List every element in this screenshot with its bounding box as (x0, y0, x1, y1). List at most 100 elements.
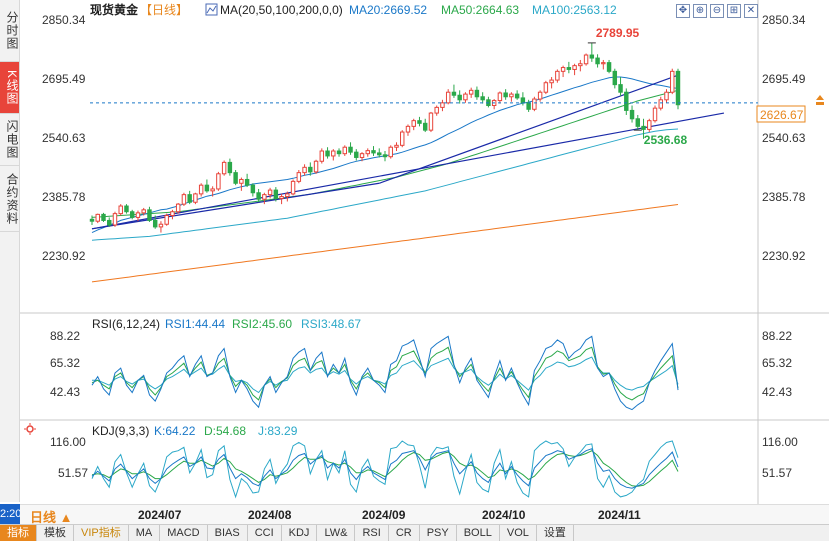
candle-body (308, 166, 313, 173)
candle-body (647, 120, 652, 130)
candle-body (216, 173, 221, 190)
trendlines[interactable] (91, 74, 725, 230)
candle-body (514, 93, 520, 99)
kdj-tick-left-1: 116.00 (50, 435, 86, 449)
candle-body (164, 215, 169, 225)
candle-body (377, 152, 382, 156)
candle-body (348, 146, 353, 153)
rsi-tick-left-2: 65.32 (50, 356, 80, 370)
tab-5[interactable]: BIAS (208, 525, 248, 541)
candle-body (635, 118, 641, 127)
trendline-2 (91, 112, 725, 230)
y-tick-left-1: 2850.34 (42, 13, 86, 27)
candle-body (664, 91, 669, 101)
candle-body (221, 161, 227, 175)
ma200-path (91, 204, 679, 283)
kdj-label: KDJ(9,3,3) (92, 424, 149, 438)
candle-body (124, 205, 129, 213)
chart-toolbar: ✥ ⊕ ⊖ ⊞ ✕ (676, 2, 761, 18)
candle-body (555, 70, 560, 81)
candle-body (612, 70, 618, 86)
candle-body (658, 99, 663, 109)
candle-body (578, 63, 583, 67)
candle-body (239, 178, 244, 184)
candle-body (457, 94, 462, 101)
candle-body (537, 91, 543, 100)
kdj-d-path (91, 450, 679, 487)
kdj-j-path (91, 440, 679, 499)
candle-body (520, 97, 526, 104)
candle-body (129, 211, 135, 218)
tab-13[interactable]: VOL (500, 525, 537, 541)
instrument-name: 现货黄金 (90, 2, 139, 17)
candle-body (256, 192, 261, 200)
ma50-value: MA50:2664.63 (441, 3, 519, 17)
chart-canvas[interactable]: 现货黄金 【日线】 MA(20,50,100,200,0,0) MA20:266… (20, 0, 829, 504)
high-price-label: 2789.95 (596, 26, 640, 40)
x-axis-bar: 日线 ▲ 2024/07 2024/08 2024/09 2024/10 202… (20, 504, 829, 525)
zoom-out-icon[interactable]: ⊖ (710, 4, 724, 18)
candlesticks (89, 42, 681, 233)
tab-2[interactable]: VIP指标 (74, 525, 129, 541)
candle-body (147, 209, 152, 221)
candle-body (342, 146, 348, 155)
candle-body (394, 144, 399, 148)
candle-body (170, 211, 175, 217)
candle-body (158, 223, 164, 228)
rsi-lines (91, 335, 679, 411)
candle-body (670, 70, 675, 93)
period-selector[interactable]: 日线 ▲ (30, 510, 73, 525)
candle-body (440, 102, 445, 108)
x-label-2024-08: 2024/08 (248, 508, 292, 522)
tab-kline[interactable]: K线图 (0, 62, 19, 114)
y-tick-left-5: 2230.92 (42, 249, 86, 263)
tab-1[interactable]: 模板 (37, 525, 74, 541)
tab-6[interactable]: CCI (248, 525, 282, 541)
candle-body (152, 219, 158, 228)
candle-body (503, 92, 508, 98)
tab-timeshare[interactable]: 分时图 (0, 0, 19, 62)
ma100-value: MA100:2563.12 (532, 3, 617, 17)
tab-flash-chart[interactable]: 闪电图 (0, 114, 19, 166)
close-icon[interactable]: ✕ (744, 4, 758, 18)
candle-body (141, 209, 146, 214)
candle-body (566, 67, 572, 70)
price-arrow-icon-base (816, 102, 824, 105)
x-label-2024-10: 2024/10 (482, 508, 526, 522)
ma50-path (91, 89, 679, 218)
tab-14[interactable]: 设置 (537, 525, 574, 541)
period-tag: 【日线】 (140, 3, 188, 17)
candle-body (273, 189, 279, 199)
candle-body (244, 178, 250, 186)
tab-8[interactable]: LW& (317, 525, 356, 541)
candle-body (118, 205, 123, 215)
zoom-in-icon[interactable]: ⊕ (693, 4, 707, 18)
candle-body (210, 188, 215, 192)
grid-icon[interactable]: ⊞ (727, 4, 741, 18)
tab-0[interactable]: 指标 (0, 525, 37, 541)
y-tick-right-1: 2850.34 (762, 13, 806, 27)
tab-9[interactable]: RSI (355, 525, 389, 541)
candle-body (250, 184, 256, 194)
candle-body (532, 98, 537, 110)
ma50-line (91, 89, 679, 218)
move-icon[interactable]: ✥ (676, 4, 690, 18)
tab-contract-info[interactable]: 合约资料 (0, 166, 19, 232)
candle-body (434, 106, 439, 114)
candle-body (675, 70, 681, 106)
rsi1-path (91, 335, 679, 411)
candle-body (388, 146, 393, 158)
tab-11[interactable]: PSY (420, 525, 457, 541)
candle-body (543, 82, 549, 93)
candle-body (112, 213, 118, 226)
tab-12[interactable]: BOLL (457, 525, 500, 541)
kdj-settings-icon[interactable] (24, 423, 36, 435)
ma-settings-icon[interactable] (205, 3, 218, 16)
tab-3[interactable]: MA (129, 525, 161, 541)
candle-body (422, 122, 428, 131)
tab-4[interactable]: MACD (160, 525, 208, 541)
tab-10[interactable]: CR (389, 525, 420, 541)
candle-body (193, 193, 198, 203)
candle-body (549, 79, 554, 84)
tab-7[interactable]: KDJ (282, 525, 318, 541)
